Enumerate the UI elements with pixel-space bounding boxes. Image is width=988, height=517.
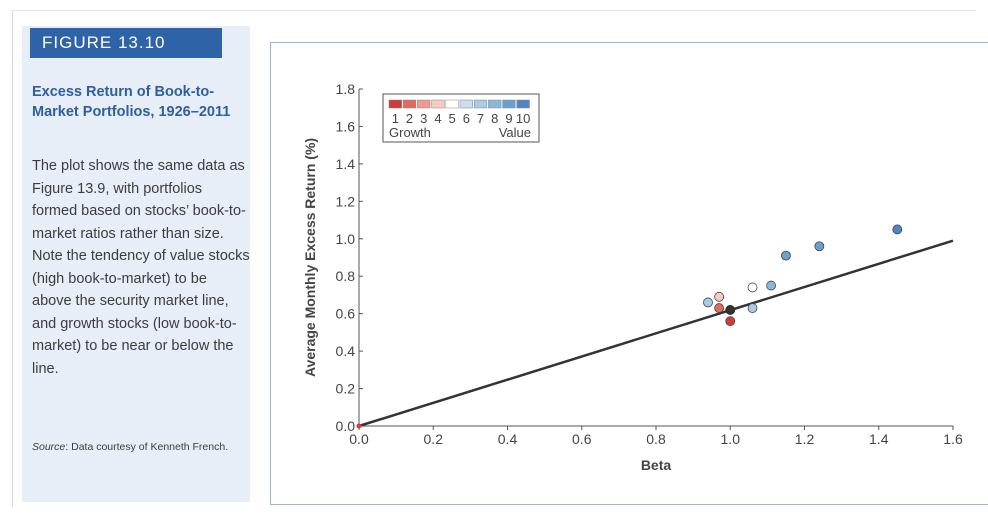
caption-panel: [22, 26, 250, 502]
figure-source: Source: Data courtesy of Kenneth French.: [32, 440, 242, 455]
legend-label-1: 1: [392, 111, 399, 126]
legend-swatch-4: [431, 99, 445, 109]
legend-label-4: 4: [434, 111, 441, 126]
market-portfolio-point: [725, 305, 736, 315]
x-tick-label: 1.4: [869, 431, 889, 447]
y-tick-label: 0.0: [336, 418, 356, 434]
legend-label-7: 7: [477, 111, 484, 126]
x-tick-label: 0.0: [349, 431, 369, 447]
figure-label: FIGURE 13.10: [30, 28, 222, 58]
portfolio-point-4: [703, 297, 713, 308]
portfolio-point-1: [725, 316, 736, 327]
portfolio-point-10: [892, 224, 903, 235]
source-text: : Data courtesy of Kenneth French.: [65, 441, 229, 453]
legend-swatch-10: [516, 99, 530, 109]
legend-swatch-9: [502, 99, 516, 109]
y-tick-label: 1.2: [336, 193, 356, 209]
portfolio-point-9: [814, 241, 825, 252]
y-tick-label: 0.4: [336, 343, 356, 359]
legend-swatch-7: [473, 99, 488, 109]
y-tick-label: 0.6: [336, 306, 356, 322]
security-market-line: [358, 239, 954, 428]
figure-body: The plot shows the same data as Figure 1…: [32, 158, 250, 377]
legend-label-5: 5: [449, 111, 456, 126]
x-tick-label: 0.6: [572, 431, 592, 447]
y-axis-title: Average Monthly Excess Return (%): [302, 138, 318, 377]
legend-swatch-2: [402, 99, 417, 109]
page-frame: [12, 10, 976, 507]
legend-label-6: 6: [463, 111, 470, 126]
legend-label-8: 8: [491, 111, 498, 126]
chart-frame: 0.0 0.2 0.4 0.6 0.8 1.0 1.2 1.4 1.6 0.0 0.2 0.4 0.6 0…: [270, 42, 988, 505]
y-tick-label: 1.4: [336, 156, 356, 172]
x-tick-label: 1.6: [943, 431, 963, 447]
portfolio-point-2: [714, 303, 725, 313]
x-tick-label: 0.4: [498, 431, 518, 447]
portfolio-point-7: [766, 280, 776, 291]
x-tick-label: 1.0: [721, 431, 741, 447]
portfolio-point-8: [781, 250, 791, 261]
x-tick-label: 0.2: [424, 431, 444, 447]
legend-label-2: 2: [406, 111, 413, 126]
y-tick-label: 0.2: [336, 381, 356, 397]
y-tick-label: 0.8: [336, 268, 356, 284]
legend-swatch-1: [388, 99, 402, 109]
y-tick-label: 1.0: [336, 231, 356, 247]
legend-label-9: 9: [505, 111, 512, 126]
portfolio-point-5: [747, 282, 758, 293]
x-tick-label: 1.2: [795, 431, 815, 447]
source-label: Source: [32, 441, 66, 453]
legend-swatch-3: [417, 99, 431, 109]
x-tick-label: 0.8: [646, 431, 666, 447]
legend-label-10: 10: [516, 111, 530, 126]
x-axis-title: Beta: [641, 457, 672, 473]
y-tick-label: 1.6: [336, 118, 356, 134]
legend-swatch-6: [459, 99, 473, 109]
legend-value-caption: Value: [499, 125, 531, 140]
legend-swatch-8: [488, 99, 502, 109]
y-tick-label: 1.8: [336, 81, 356, 97]
legend-growth-caption: Growth: [389, 125, 431, 140]
origin-point: [356, 423, 362, 429]
portfolio-point-3: [714, 291, 725, 302]
portfolio-point-6: [747, 303, 758, 313]
figure-title: Excess Return of Book-to-Market Portfoli…: [32, 84, 231, 120]
legend-label-3: 3: [420, 111, 427, 126]
scatter-chart: 0.0 0.2 0.4 0.6 0.8 1.0 1.2 1.4 1.6 0.0 0.2 0.4 0.6 0…: [302, 81, 963, 473]
legend-swatch-5: [445, 99, 459, 109]
